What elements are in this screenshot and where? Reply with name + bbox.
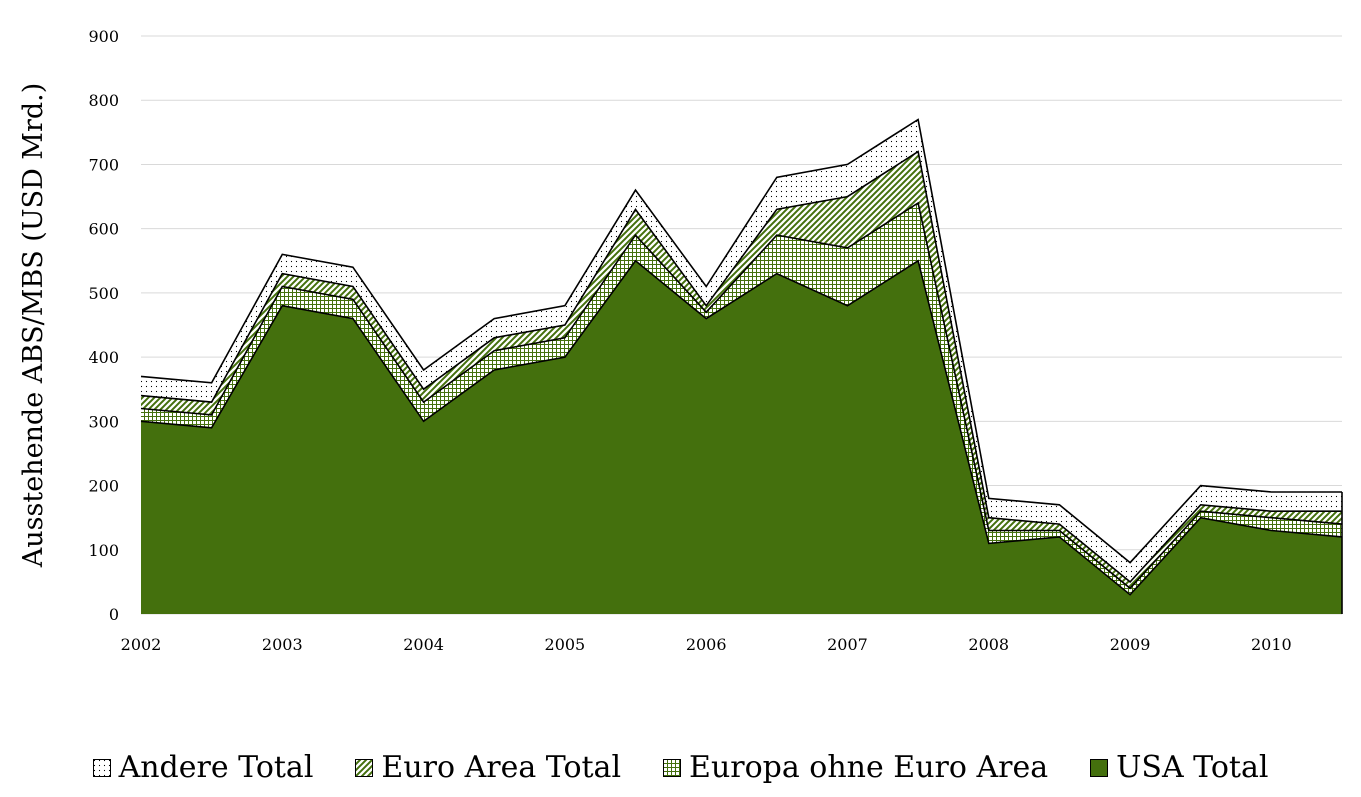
legend-swatch-solid — [1090, 759, 1109, 777]
y-tick-label: 800 — [88, 91, 119, 110]
x-axis-ticks: 2002 2003 2004 2005 2006 2007 2008 2009 2010 — [121, 635, 1292, 654]
area-europa-ohne-euro-area — [141, 203, 1342, 595]
legend-label: Andere Total — [118, 750, 314, 785]
y-tick-label: 300 — [88, 412, 119, 431]
x-tick-label: 2003 — [262, 635, 303, 654]
legend: Andere Total Euro Area Total Europa ohne… — [0, 746, 1361, 790]
legend-swatch-grid — [663, 759, 682, 777]
y-tick-label: 500 — [88, 284, 119, 303]
outline-euro-area-total — [140, 150, 1342, 583]
outline-usa-total — [140, 259, 1343, 596]
y-tick-label: 700 — [88, 155, 119, 174]
legend-label: Europa ohne Euro Area — [689, 750, 1049, 785]
legend-swatch-diagonal — [355, 759, 374, 777]
y-axis-label: Ausstehende ABS/MBS (USD Mrd.) — [18, 83, 49, 569]
legend-label: USA Total — [1116, 750, 1269, 785]
y-tick-label: 400 — [88, 348, 119, 367]
area-usa-total — [141, 260, 1342, 614]
areas — [141, 119, 1342, 614]
y-tick-label: 900 — [88, 27, 119, 46]
x-tick-label: 2005 — [545, 635, 586, 654]
legend-item-usa-total: USA Total — [1090, 753, 1268, 783]
y-tick-label: 600 — [88, 220, 119, 239]
y-tick-label: 0 — [109, 605, 119, 624]
y-axis-ticks: 0 100 200 300 400 500 600 700 800 900 — [88, 27, 119, 624]
legend-swatch-dots — [92, 759, 111, 777]
x-tick-label: 2008 — [968, 635, 1009, 654]
legend-item-euro-area-total: Euro Area Total — [355, 753, 621, 783]
outline-europa-ohne-euro-area — [140, 201, 1343, 590]
x-tick-label: 2007 — [827, 635, 868, 654]
outline-andere-total — [140, 118, 1342, 564]
x-tick-label: 2002 — [121, 635, 162, 654]
x-tick-label: 2006 — [686, 635, 727, 654]
x-tick-label: 2004 — [403, 635, 444, 654]
legend-label: Euro Area Total — [381, 750, 622, 785]
area-outlines — [140, 118, 1343, 614]
legend-item-europa-ohne-euro-area: Europa ohne Euro Area — [663, 753, 1048, 783]
x-tick-label: 2009 — [1110, 635, 1151, 654]
x-tick-label: 2010 — [1251, 635, 1292, 654]
y-tick-label: 200 — [88, 477, 119, 496]
y-tick-label: 100 — [88, 541, 119, 560]
legend-item-andere-total: Andere Total — [92, 750, 314, 785]
